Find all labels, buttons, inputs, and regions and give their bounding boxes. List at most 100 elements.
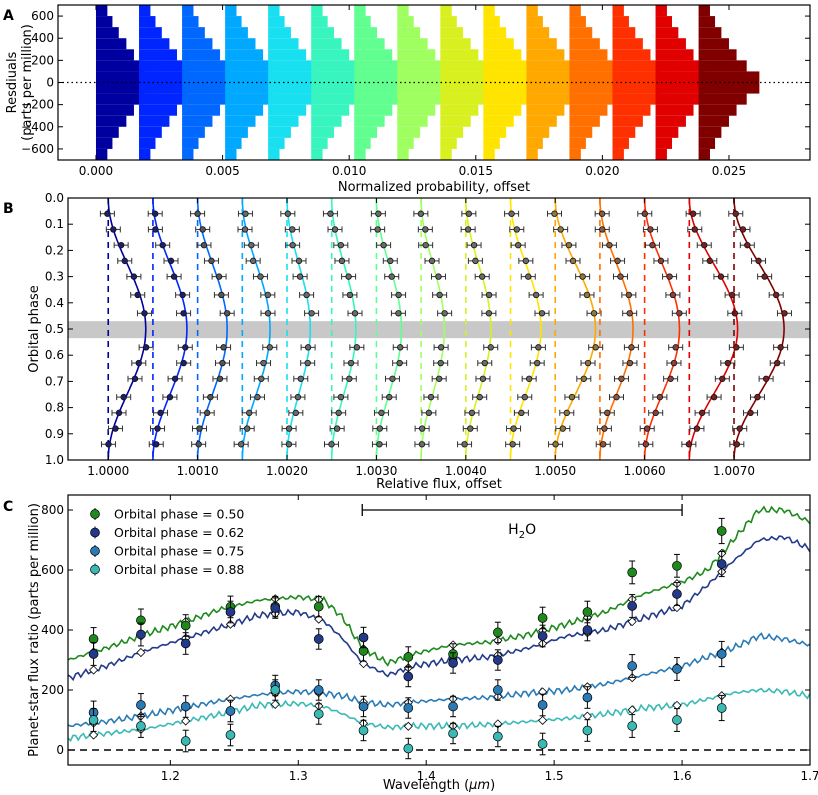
histogram-bin [95, 137, 113, 149]
data-point [299, 291, 315, 299]
histogram-bin [182, 27, 205, 39]
data-point [666, 359, 682, 367]
marker [781, 310, 788, 317]
marker [395, 291, 402, 299]
data-point [414, 425, 430, 432]
marker [180, 736, 191, 746]
histogram-bin [182, 60, 231, 72]
marker [614, 257, 621, 265]
marker [643, 425, 651, 432]
data-point [457, 441, 473, 448]
histogram-bin [569, 27, 593, 39]
histogram-bin [440, 93, 489, 105]
histogram-bin [612, 82, 674, 94]
marker [625, 291, 633, 299]
marker [335, 409, 342, 417]
y-tick-label: 800 [41, 503, 64, 517]
histogram-bin [139, 115, 170, 127]
histogram-7 [354, 5, 416, 160]
y-tick-label: 600 [31, 9, 54, 23]
marker [358, 632, 369, 643]
marker [422, 226, 429, 233]
histogram-bin [225, 82, 286, 94]
marker [375, 210, 382, 217]
histogram-bin [698, 148, 710, 160]
data-point [390, 310, 406, 317]
data-point [166, 273, 182, 280]
histogram-bin [440, 16, 457, 28]
histogram-bin [268, 27, 291, 39]
data-point [116, 393, 132, 401]
marker [672, 664, 682, 674]
histogram-bin [311, 82, 372, 94]
data-point [219, 310, 235, 317]
model-binned-diamond [89, 665, 99, 675]
data-point [177, 344, 193, 351]
marker [552, 441, 559, 448]
marker [642, 441, 650, 448]
data-point [464, 409, 480, 417]
data-point [216, 344, 232, 351]
data-point [537, 606, 548, 630]
histogram-bin [569, 38, 600, 50]
marker [285, 425, 293, 432]
model-line [68, 632, 810, 728]
data-point [167, 375, 183, 382]
data-point [107, 425, 123, 432]
histogram-bin [655, 115, 686, 127]
marker [672, 715, 682, 725]
marker [386, 393, 393, 401]
histogram-bin [311, 148, 323, 160]
marker [618, 375, 625, 382]
y-tick-label: 0 [46, 76, 54, 90]
y-axis-label-line: (parts per million) [20, 24, 35, 141]
marker [537, 739, 548, 749]
histogram-bin [311, 115, 342, 127]
marker [180, 638, 191, 649]
data-point [162, 393, 178, 401]
data-point [694, 409, 710, 417]
histogram-bin [95, 115, 127, 127]
annotation-end: O [525, 522, 536, 538]
phase-curve [286, 198, 312, 460]
marker [258, 375, 265, 382]
marker [257, 273, 264, 280]
histogram-bin [397, 82, 459, 94]
marker [626, 310, 633, 317]
marker [532, 291, 540, 299]
data-point [521, 375, 537, 382]
data-point [561, 241, 577, 249]
data-point [199, 409, 215, 417]
marker [225, 607, 236, 617]
histogram-bin [526, 93, 575, 105]
data-point [105, 226, 121, 233]
x-tick-label: 0.000 [79, 164, 113, 178]
data-point [433, 359, 449, 367]
marker [295, 257, 303, 265]
marker [464, 226, 472, 233]
data-point [292, 273, 308, 280]
histogram-bin [268, 5, 280, 17]
data-point [403, 665, 414, 688]
histogram-bin [483, 115, 514, 127]
histogram-15 [698, 5, 760, 160]
histogram-bin [526, 137, 543, 149]
data-point [262, 344, 278, 351]
data-point [382, 257, 398, 265]
histogram-bin [569, 82, 631, 94]
marker [289, 226, 296, 233]
model-binned-diamond [136, 647, 146, 658]
histogram-bin [225, 16, 242, 28]
marker [510, 425, 517, 432]
marker [537, 631, 548, 641]
marker [716, 649, 727, 659]
histogram-bin [569, 148, 581, 160]
marker [580, 375, 588, 382]
histogram-bin [95, 60, 145, 72]
histogram-bin [569, 126, 593, 138]
histogram-1 [95, 5, 157, 160]
marker [171, 375, 179, 382]
histogram-bin [397, 126, 421, 138]
marker [691, 226, 698, 233]
